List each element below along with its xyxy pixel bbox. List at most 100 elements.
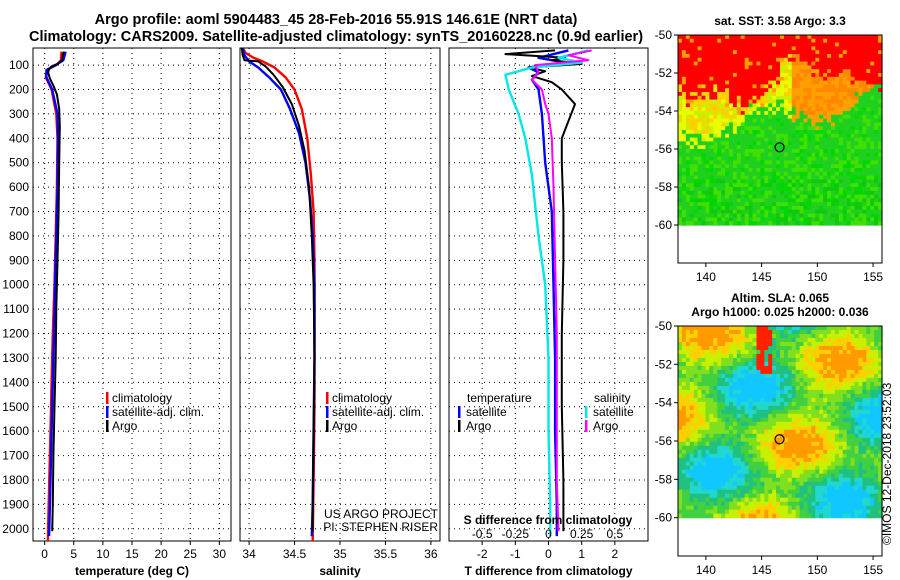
- x-tick-label: 34: [242, 547, 256, 561]
- x-tick-label: 20: [154, 547, 168, 561]
- x-tick-label: 0: [545, 547, 552, 561]
- legend-swatch: [106, 420, 109, 432]
- plot-title-line2: Climatology: CARS2009. Satellite-adjuste…: [28, 29, 644, 45]
- series-group: [504, 49, 592, 537]
- y-tick-label: 400: [9, 131, 29, 145]
- map-x-tick-label: 155: [863, 270, 883, 284]
- legend-swatch: [326, 420, 329, 432]
- legend-swatch: [326, 406, 329, 418]
- x-axis-label: T difference from climatology: [464, 564, 632, 578]
- legend-label: satellite: [593, 405, 634, 419]
- legend-title-temperature: temperature: [467, 391, 532, 405]
- map-y-tick-label: -52: [655, 66, 673, 80]
- x-tick-label: 34.5: [283, 547, 307, 561]
- panel-frame: [239, 47, 441, 542]
- top-tick-label: -0.5: [472, 527, 493, 541]
- y-tick-label: 1900: [2, 497, 29, 511]
- map-y-tick-label: -60: [655, 218, 673, 232]
- y-tick-label: 1000: [2, 278, 29, 292]
- y-tick-label: 500: [9, 156, 29, 170]
- map-y-tick-label: -52: [655, 357, 673, 371]
- map-x-tick-label: 145: [752, 270, 772, 284]
- x-tick-label: 25: [184, 547, 198, 561]
- y-tick-label: 1300: [2, 351, 29, 365]
- y-tick-label: 700: [9, 205, 29, 219]
- map-y-tick-label: -54: [655, 104, 673, 118]
- legend-label: climatology: [112, 391, 172, 405]
- x-tick-label: 30: [213, 547, 227, 561]
- map-y-tick-label: -54: [655, 396, 673, 410]
- profile-panel-temperature: 1002003004005006007008009001000110012001…: [2, 47, 232, 578]
- profile-panel-difference: -2 -1 0 1 2 T difference from climatology: [448, 47, 649, 578]
- x-tick-label: 5: [70, 547, 77, 561]
- y-tick-label: 1700: [2, 449, 29, 463]
- map-y-tick-label: -58: [655, 472, 673, 486]
- argo-position-marker: [774, 434, 785, 445]
- y-tick-label: 1100: [3, 302, 29, 316]
- argo-position-marker: [774, 142, 785, 153]
- legend-difference: temperature salinitysatelliteArgosatellit…: [458, 391, 634, 541]
- y-tick-label: 1600: [2, 424, 29, 438]
- annotation-line: PI: STEPHEN RISER: [323, 520, 438, 534]
- map-x-tick-label: 150: [807, 270, 827, 284]
- legend-label: climatology: [332, 391, 392, 405]
- legend-label: Argo: [112, 419, 138, 433]
- series-group: [44, 51, 67, 541]
- y-tick-label: 1200: [2, 327, 29, 341]
- top-tick-label: 0.5: [606, 527, 623, 541]
- legend-swatch: [326, 392, 329, 404]
- legend-swatch: [458, 406, 461, 418]
- annotation-line: US ARGO PROJECT: [324, 507, 439, 521]
- x-tick-label: 1: [578, 547, 585, 561]
- series-line-s-satellite: [504, 49, 589, 537]
- legend-swatch: [106, 406, 109, 418]
- y-tick-label: 1800: [2, 473, 29, 487]
- top-tick-label: 0.25: [570, 527, 594, 541]
- map-y-tick-label: -56: [655, 142, 673, 156]
- map-y-tick-label: -58: [655, 180, 673, 194]
- map-sst_map: -50 -52 -54 -56 -58 -60 140 145 150 155: [655, 28, 884, 284]
- x-tick-label: 36: [424, 547, 438, 561]
- y-tick-label: 200: [9, 82, 29, 96]
- y-tick-label: 2000: [2, 522, 29, 536]
- legend-swatch: [106, 392, 109, 404]
- x-tick-label: 35: [333, 547, 347, 561]
- x-axis-label: temperature (deg C): [75, 564, 189, 578]
- y-tick-label: 1500: [2, 400, 29, 414]
- x-tick-label: 2: [611, 547, 618, 561]
- map-x-tick-label: 155: [863, 563, 883, 577]
- top-tick-label: 0: [545, 527, 552, 541]
- legend-swatch: [585, 406, 588, 418]
- series-group: [240, 48, 316, 541]
- map-x-tick-label: 145: [752, 563, 772, 577]
- map-y-tick-label: -50: [655, 28, 673, 42]
- y-tick-label: 100: [9, 58, 29, 72]
- y-tick-label: 600: [9, 180, 29, 194]
- sla-map-subtitle: Argo h1000: 0.025 h2000: 0.036: [691, 305, 869, 319]
- map-cells: [678, 326, 883, 519]
- map-x-tick-label: 140: [696, 563, 716, 577]
- map-sla_map: -50 -52 -54 -56 -58 -60 140 145 150 155: [655, 319, 884, 577]
- legend-label: Argo: [466, 419, 492, 433]
- legend-swatch: [585, 420, 588, 432]
- y-tick-label: 1400: [2, 375, 29, 389]
- legend-label: satellite-adj. clim.: [112, 405, 204, 419]
- panel-frame: [32, 47, 232, 542]
- x-tick-label: -1: [510, 547, 521, 561]
- sla-map-title: Altim. SLA: 0.065: [731, 291, 829, 305]
- imos-credit: ©IMOS 12-Dec-2018 23:52:03: [880, 382, 894, 545]
- plot-title-line1: Argo profile: aoml 5904483_45 28-Feb-201…: [94, 12, 578, 28]
- legend-title-salinity: salinity: [594, 391, 631, 405]
- x-tick-label: 15: [125, 547, 139, 561]
- x-tick-label: 10: [96, 547, 110, 561]
- map-titles: sat. SST: 3.58 Argo: 3.3 Altim. SLA: 0.06…: [691, 14, 894, 545]
- x-tick-label: 0: [41, 547, 48, 561]
- legend-label: satellite: [466, 405, 507, 419]
- series-line-s-argo: [530, 49, 592, 532]
- map-cells: [678, 35, 883, 226]
- map-y-tick-label: -50: [655, 319, 673, 333]
- legend-swatch: [458, 420, 461, 432]
- top-tick-label: -0.25: [502, 527, 530, 541]
